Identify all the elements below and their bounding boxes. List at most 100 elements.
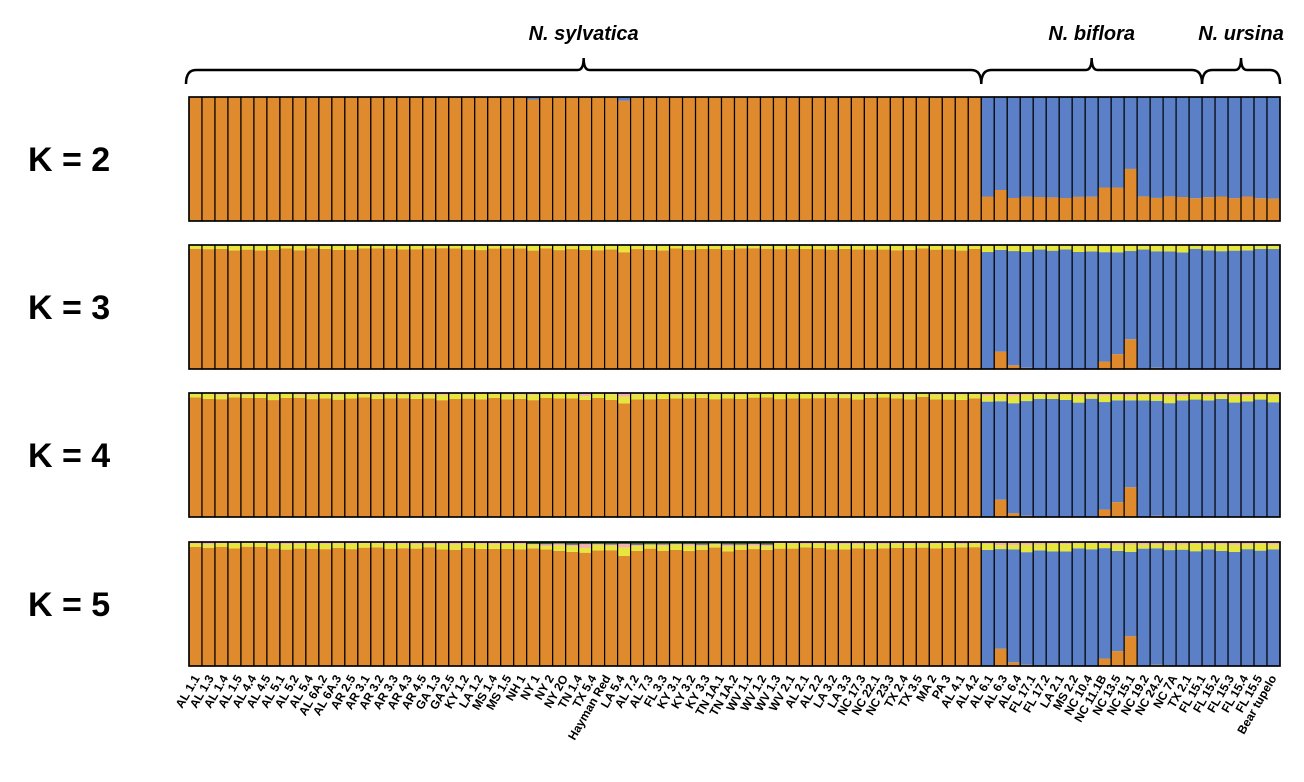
bar-segment-cluster-1 <box>292 548 306 666</box>
bar-segment-cluster-1 <box>890 97 904 221</box>
bar-segment-cluster-1 <box>851 548 865 666</box>
bar <box>785 96 801 222</box>
bar <box>578 392 593 518</box>
bar-segment-cluster-5 <box>669 542 683 544</box>
bar-segment-cluster-1 <box>877 97 891 221</box>
bar-segment-cluster-1 <box>734 97 748 221</box>
bar <box>954 244 969 370</box>
bar <box>1019 244 1034 370</box>
bar-segment-cluster-1 <box>968 248 982 369</box>
bar-segment-cluster-2 <box>1176 400 1190 517</box>
bar-segment-cluster-1 <box>994 648 1008 666</box>
bar-segment-cluster-2 <box>1228 551 1242 666</box>
bar-segment-cluster-1 <box>189 248 202 369</box>
bar-segment-cluster-3 <box>994 545 1008 550</box>
bar <box>617 392 632 518</box>
bar-segment-cluster-1 <box>552 550 566 666</box>
bar-segment-cluster-3 <box>1137 544 1151 549</box>
bar-segment-cluster-5 <box>565 542 579 545</box>
bar <box>746 392 762 518</box>
k-label: K = 4 <box>28 437 110 475</box>
bar-segment-cluster-1 <box>487 397 501 517</box>
bar <box>1006 244 1021 370</box>
bar-segment-cluster-3 <box>253 543 267 547</box>
bar-segment-cluster-1 <box>526 400 540 517</box>
bar <box>980 96 995 222</box>
bar-segment-cluster-4 <box>1176 393 1190 396</box>
bar <box>1227 96 1242 222</box>
bar-segment-cluster-3 <box>357 543 371 548</box>
bar <box>850 392 865 518</box>
bar-segment-cluster-4 <box>305 542 319 544</box>
bar-segment-cluster-2 <box>1241 97 1255 197</box>
bar <box>344 244 359 370</box>
bar <box>201 96 216 222</box>
bar <box>1136 541 1151 667</box>
bar-segment-cluster-1 <box>929 97 943 221</box>
bar-segment-cluster-1 <box>1202 197 1216 221</box>
bar-segment-cluster-3 <box>383 394 397 399</box>
bar-segment-cluster-1 <box>1033 196 1047 221</box>
bar <box>759 541 775 667</box>
bar <box>1045 392 1060 518</box>
bar-segment-cluster-1 <box>669 248 683 369</box>
bar-segment-cluster-1 <box>695 549 709 666</box>
bar-segment-cluster-3 <box>227 245 241 251</box>
bar <box>305 541 320 667</box>
bar <box>915 392 930 518</box>
bar-segment-cluster-3 <box>825 394 839 398</box>
bar-segment-cluster-4 <box>682 544 696 546</box>
bar <box>513 392 528 518</box>
bar <box>617 96 632 222</box>
bar-segment-cluster-2 <box>1124 400 1138 488</box>
bar <box>513 96 528 222</box>
bar <box>266 244 281 370</box>
bar <box>915 541 930 667</box>
bar-segment-cluster-1 <box>786 548 800 666</box>
bar-segment-cluster-4 <box>370 542 384 544</box>
bar <box>798 244 814 370</box>
bar-segment-cluster-4 <box>838 393 852 395</box>
bar-segment-cluster-1 <box>1020 196 1034 221</box>
bar-segment-cluster-1 <box>292 97 306 221</box>
bar-segment-cluster-3 <box>279 393 293 398</box>
bar <box>1045 96 1060 222</box>
bar-segment-cluster-4 <box>253 542 267 544</box>
bar-segment-cluster-3 <box>500 245 514 249</box>
bar-segment-cluster-4 <box>1150 542 1164 545</box>
bar-segment-cluster-3 <box>357 394 371 398</box>
bar-segment-cluster-4 <box>552 543 566 546</box>
bar <box>539 244 554 370</box>
bar-segment-cluster-1 <box>240 546 254 666</box>
bar-segment-cluster-3 <box>786 245 800 249</box>
bar-segment-cluster-1 <box>344 398 358 517</box>
bar-segment-cluster-1 <box>201 97 215 221</box>
bar <box>1175 392 1190 518</box>
bar <box>227 244 242 370</box>
bar-segment-cluster-1 <box>721 398 735 517</box>
bar-segment-cluster-1 <box>253 250 267 369</box>
bar-segment-cluster-3 <box>1085 245 1099 252</box>
bar-segment-cluster-3 <box>786 543 800 549</box>
bar <box>1240 244 1255 370</box>
bar-segment-cluster-1 <box>487 97 501 221</box>
bar <box>863 96 878 222</box>
bar-segment-cluster-1 <box>695 248 709 369</box>
bar-segment-cluster-4 <box>1072 393 1086 396</box>
bar-segment-cluster-3 <box>682 245 696 250</box>
bar <box>1227 244 1242 370</box>
bar-segment-cluster-3 <box>279 245 293 249</box>
bar-segment-cluster-1 <box>916 97 930 221</box>
bar <box>422 541 437 667</box>
bar <box>305 392 320 518</box>
bar-segment-cluster-4 <box>1007 542 1021 545</box>
bar-segment-cluster-1 <box>786 97 800 221</box>
bar-segment-cluster-3 <box>773 393 787 400</box>
bar-segment-cluster-3 <box>747 393 761 398</box>
bar-segment-cluster-1 <box>1111 502 1125 517</box>
bar <box>642 96 658 222</box>
bar-segment-cluster-3 <box>396 394 410 399</box>
bar <box>1149 392 1164 518</box>
bar-segment-cluster-3 <box>422 394 436 399</box>
bar-segment-cluster-2 <box>1033 97 1047 197</box>
